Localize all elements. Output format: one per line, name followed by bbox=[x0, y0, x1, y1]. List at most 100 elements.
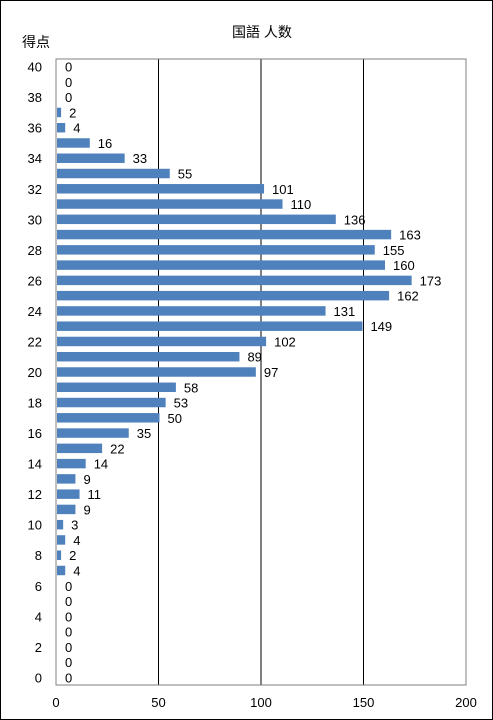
data-label-10: 3 bbox=[71, 518, 78, 533]
bar-11 bbox=[57, 504, 76, 515]
data-label-2: 0 bbox=[65, 640, 72, 655]
bar-25 bbox=[57, 290, 390, 301]
data-label-18: 53 bbox=[174, 396, 188, 411]
data-label-0: 0 bbox=[65, 670, 72, 685]
data-label-39: 0 bbox=[65, 75, 72, 90]
bar-18 bbox=[57, 397, 166, 408]
y-tick-12: 12 bbox=[28, 487, 42, 502]
bar-36 bbox=[57, 122, 66, 133]
y-tick-4: 4 bbox=[35, 609, 42, 624]
data-label-35: 16 bbox=[98, 136, 112, 151]
y-tick-20: 20 bbox=[28, 365, 42, 380]
data-label-25: 162 bbox=[397, 289, 419, 304]
y-tick-26: 26 bbox=[28, 273, 42, 288]
y-tick-6: 6 bbox=[35, 579, 42, 594]
data-label-22: 102 bbox=[274, 334, 296, 349]
y-tick-28: 28 bbox=[28, 243, 42, 258]
bar-9 bbox=[57, 535, 66, 545]
bar-32 bbox=[57, 184, 265, 194]
data-label-28: 155 bbox=[383, 243, 405, 258]
y-tick-38: 38 bbox=[28, 90, 42, 105]
x-tick-50: 50 bbox=[151, 695, 165, 710]
x-tick-200: 200 bbox=[455, 695, 477, 710]
data-label-23: 149 bbox=[370, 319, 392, 334]
data-label-16: 35 bbox=[137, 426, 151, 441]
bar-35 bbox=[57, 138, 90, 148]
chart-title: 国語 人数 bbox=[232, 24, 292, 40]
data-label-7: 4 bbox=[73, 563, 80, 578]
data-label-14: 14 bbox=[94, 457, 108, 472]
y-tick-22: 22 bbox=[28, 334, 42, 349]
data-label-13: 9 bbox=[83, 472, 90, 487]
bar-27 bbox=[57, 260, 385, 270]
y-tick-18: 18 bbox=[28, 396, 42, 411]
bar-33 bbox=[57, 168, 170, 179]
data-label-6: 0 bbox=[65, 579, 72, 594]
x-tick-100: 100 bbox=[250, 695, 272, 710]
data-label-33: 55 bbox=[178, 167, 192, 182]
data-label-12: 11 bbox=[88, 487, 102, 502]
data-label-38: 0 bbox=[65, 90, 72, 105]
bar-23 bbox=[57, 321, 363, 331]
y-tick-8: 8 bbox=[35, 548, 42, 563]
y-tick-10: 10 bbox=[28, 518, 42, 533]
y-tick-36: 36 bbox=[28, 121, 42, 136]
bar-34 bbox=[57, 153, 125, 163]
x-tick-0: 0 bbox=[52, 695, 59, 710]
data-label-15: 22 bbox=[110, 441, 124, 456]
data-label-1: 0 bbox=[65, 655, 72, 670]
data-label-31: 110 bbox=[291, 197, 312, 212]
y-tick-16: 16 bbox=[28, 426, 42, 441]
data-label-29: 163 bbox=[399, 228, 421, 243]
bar-24 bbox=[57, 306, 326, 316]
y-tick-0: 0 bbox=[35, 670, 42, 685]
bars bbox=[57, 107, 412, 576]
bar-10 bbox=[57, 519, 64, 530]
y-tick-24: 24 bbox=[28, 304, 42, 319]
data-labels: 0000000424391191422355053589789102149131… bbox=[65, 60, 441, 686]
bar-8 bbox=[57, 550, 62, 560]
data-label-5: 0 bbox=[65, 594, 72, 609]
data-label-20: 97 bbox=[264, 365, 278, 380]
bar-12 bbox=[57, 489, 80, 499]
bar-13 bbox=[57, 474, 76, 484]
plot-area bbox=[55, 58, 467, 686]
data-label-26: 173 bbox=[420, 273, 442, 288]
bar-26 bbox=[57, 275, 412, 286]
data-label-37: 2 bbox=[69, 105, 76, 120]
y-tick-40: 40 bbox=[28, 60, 42, 75]
data-label-3: 0 bbox=[65, 625, 72, 640]
data-label-24: 131 bbox=[334, 304, 356, 319]
data-label-19: 58 bbox=[184, 380, 198, 395]
bar-17 bbox=[57, 413, 160, 423]
y-tick-2: 2 bbox=[35, 640, 42, 655]
data-label-32: 101 bbox=[272, 182, 294, 197]
data-label-9: 4 bbox=[73, 533, 80, 548]
y-tick-32: 32 bbox=[28, 182, 42, 197]
bar-14 bbox=[57, 458, 86, 469]
x-tick-150: 150 bbox=[353, 695, 375, 710]
data-label-30: 136 bbox=[344, 212, 366, 227]
data-label-4: 0 bbox=[65, 609, 72, 624]
bar-15 bbox=[57, 443, 103, 454]
bar-7 bbox=[57, 565, 66, 576]
data-label-21: 89 bbox=[247, 350, 261, 365]
bar-21 bbox=[57, 351, 240, 362]
data-label-17: 50 bbox=[168, 411, 182, 426]
bar-22 bbox=[57, 336, 267, 347]
data-label-40: 0 bbox=[65, 60, 72, 75]
bar-16 bbox=[57, 428, 129, 438]
data-label-27: 160 bbox=[393, 258, 415, 273]
y-axis-label: 得点 bbox=[22, 34, 50, 50]
bar-28 bbox=[57, 245, 375, 255]
data-label-8: 2 bbox=[69, 548, 76, 563]
data-label-11: 9 bbox=[83, 502, 90, 517]
y-tick-14: 14 bbox=[28, 457, 42, 472]
bar-29 bbox=[57, 229, 392, 240]
bar-19 bbox=[57, 382, 176, 393]
bar-20 bbox=[57, 367, 256, 377]
bar-37 bbox=[57, 107, 62, 118]
data-label-36: 4 bbox=[73, 121, 80, 136]
